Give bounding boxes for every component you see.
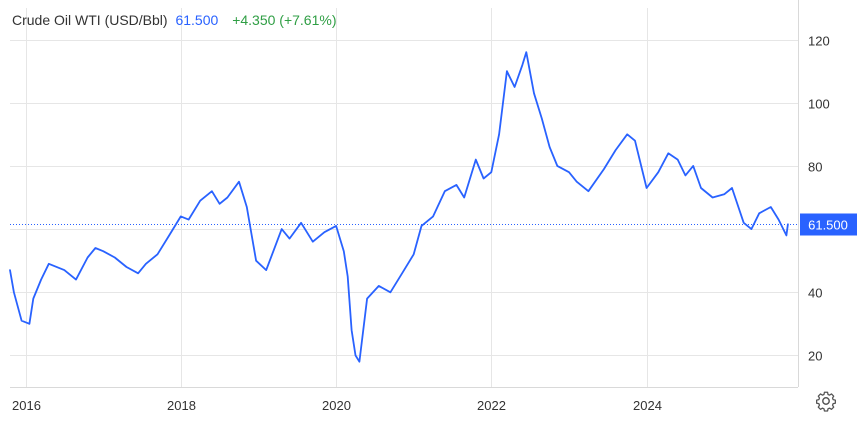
- x-tick-label: 2016: [12, 398, 41, 413]
- current-price-box: [800, 213, 857, 236]
- current-price-label: 61.500: [808, 218, 848, 233]
- chart-header: Crude Oil WTI (USD/Bbl) 61.500 +4.350 (+…: [12, 12, 336, 28]
- y-tick-label: 100: [808, 97, 830, 112]
- x-tick-label: 2024: [633, 398, 662, 413]
- x-tick-label: 2018: [167, 398, 196, 413]
- x-tick-label: 2022: [477, 398, 506, 413]
- series-layer: [9, 51, 789, 363]
- y-tick-label: 120: [808, 34, 830, 49]
- y-tick-label: 40: [808, 286, 822, 301]
- instrument-name: Crude Oil WTI (USD/Bbl): [12, 12, 168, 28]
- x-tick-label: 2020: [322, 398, 351, 413]
- gear-icon[interactable]: [815, 390, 837, 412]
- current-price-marker: 61.500: [10, 213, 857, 236]
- current-price: 61.500: [175, 12, 219, 28]
- y-tick-label: 80: [808, 160, 822, 175]
- grid-lines: [10, 0, 799, 388]
- price-series-line: [9, 51, 789, 363]
- tick-labels: 20 40 80 100 120 2016 2018 2020 2022 2024: [12, 34, 830, 414]
- price-change: +4.350 (+7.61%): [232, 12, 337, 28]
- y-tick-label: 20: [808, 349, 822, 364]
